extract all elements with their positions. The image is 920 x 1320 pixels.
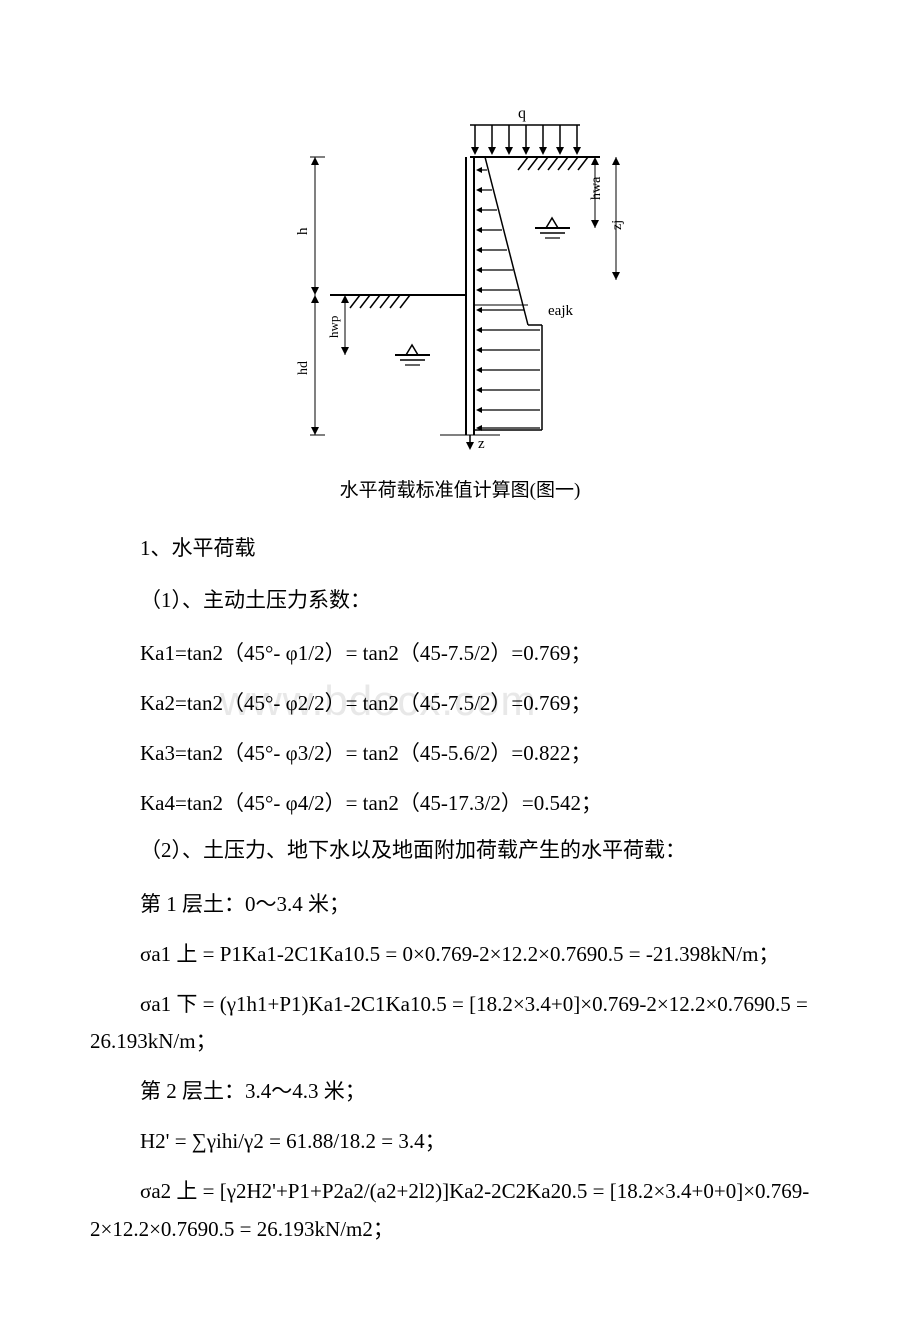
diagram-container: q xyxy=(90,100,830,455)
earth-pressure-diagram: q xyxy=(270,100,650,450)
formula-h2-prime: H2' = ∑γihi/γ2 = 61.88/18.2 = 3.4； xyxy=(140,1123,830,1161)
heading-earth-pressure: （2）、土压力、地下水以及地面附加荷载产生的水平荷载： xyxy=(140,834,830,868)
water-level-right xyxy=(535,218,570,238)
pressure-diagram xyxy=(474,157,542,430)
formula-sigma-a1-bot: σa1 下 = (γ1h1+P1)Ka1-2C1Ka10.5 = [18.2×3… xyxy=(90,986,830,1062)
label-q: q xyxy=(518,105,526,122)
ground-hatch-left xyxy=(350,295,410,308)
label-zj: zj xyxy=(610,220,625,230)
q-arrows xyxy=(471,125,581,155)
water-level-left xyxy=(395,345,430,365)
pressure-arrows xyxy=(476,167,540,431)
formula-sigma-a1-top: σa1 上 = P1Ka1-2C1Ka10.5 = 0×0.769-2×12.2… xyxy=(90,936,830,974)
formula-ka1: Ka1=tan2（45°- φ1/2）= tan2（45-7.5/2）=0.76… xyxy=(140,635,830,673)
label-hwp: hwp xyxy=(326,316,341,338)
formula-ka2: Ka2=tan2（45°- φ2/2）= tan2（45-7.5/2）=0.76… xyxy=(140,685,830,723)
heading-horizontal-load: 1、水平荷载 xyxy=(140,532,830,566)
label-z: z xyxy=(478,436,485,450)
diagram-caption: 水平荷载标准值计算图(图一) xyxy=(90,475,830,502)
label-hwa: hwa xyxy=(589,176,604,200)
ground-hatch-right xyxy=(518,157,588,170)
label-hd: hd xyxy=(296,361,311,375)
formula-ka4: Ka4=tan2（45°- φ4/2）= tan2（45-17.3/2）=0.5… xyxy=(140,785,830,823)
label-eajk: eajk xyxy=(548,303,573,319)
label-h: h xyxy=(295,227,311,235)
layer2-label: 第 2 层土：3.4～4.3 米； xyxy=(140,1073,830,1111)
layer1-label: 第 1 层土：0～3.4 米； xyxy=(140,886,830,924)
formula-ka3: Ka3=tan2（45°- φ3/2）= tan2（45-5.6/2）=0.82… xyxy=(140,735,830,773)
heading-active-coefficient: （1）、主动土压力系数： xyxy=(140,584,830,618)
formula-sigma-a2-top: σa2 上 = [γ2H2'+P1+P2a2/(a2+2l2)]Ka2-2C2K… xyxy=(90,1173,830,1249)
